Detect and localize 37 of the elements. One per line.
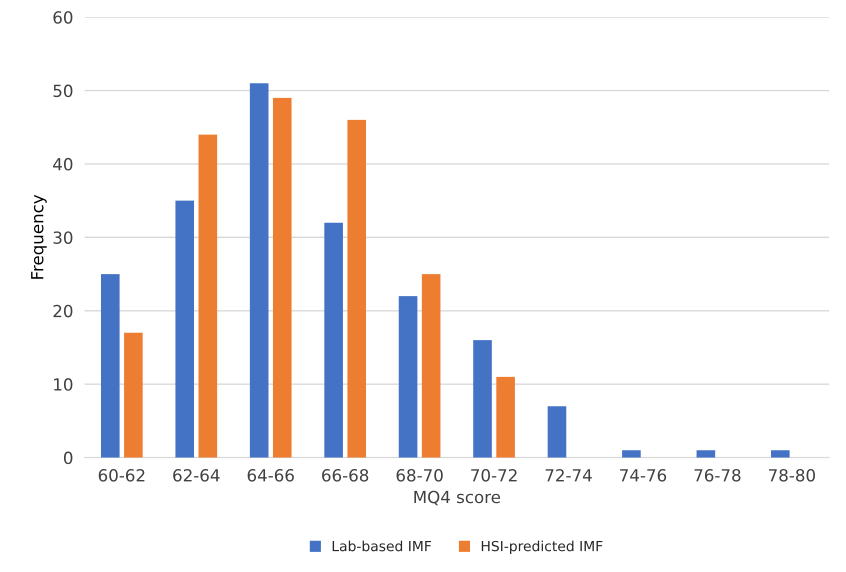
y-axis-title: Frequency [31, 194, 47, 279]
bar [548, 406, 566, 458]
x-tick-label: 72-74 [546, 469, 592, 482]
bar [347, 120, 366, 458]
y-tick-label: 20 [54, 304, 72, 318]
bar [771, 450, 790, 458]
y-tick-label: 60 [53, 11, 72, 24]
x-tick-label: 62-64 [173, 469, 220, 482]
bar [198, 134, 218, 458]
x-tick-label: 70-72 [471, 469, 517, 482]
x-tick-label: 74-76 [620, 469, 666, 482]
bar [324, 222, 343, 458]
bar [473, 340, 492, 458]
bar [496, 376, 515, 458]
y-tick-label: 40 [53, 158, 72, 171]
x-tick-label: 60-62 [98, 469, 144, 482]
x-tick-label: 66-68 [322, 469, 368, 482]
x-tick-label: 76-78 [694, 469, 740, 482]
x-tick-label: 78-80 [769, 469, 815, 482]
bar [175, 200, 194, 458]
x-tick-label: 68-70 [396, 469, 443, 482]
bar [422, 274, 440, 458]
legend-label: Lab-based IMF [332, 540, 432, 552]
bar [100, 274, 120, 458]
y-tick-label: 0 [64, 452, 72, 464]
legend-label: HSI-predicted IMF [482, 540, 602, 554]
x-tick-label: 64-66 [248, 469, 294, 482]
bar [622, 450, 641, 458]
bar [398, 296, 418, 458]
y-tick-label: 10 [54, 378, 72, 391]
bar [124, 332, 143, 458]
x-axis-title: MQ4 score [414, 490, 500, 506]
y-tick-label: 30 [54, 231, 72, 244]
y-tick-label: 50 [54, 84, 72, 98]
bar [272, 98, 292, 458]
bar [696, 450, 716, 458]
bar [250, 83, 268, 458]
